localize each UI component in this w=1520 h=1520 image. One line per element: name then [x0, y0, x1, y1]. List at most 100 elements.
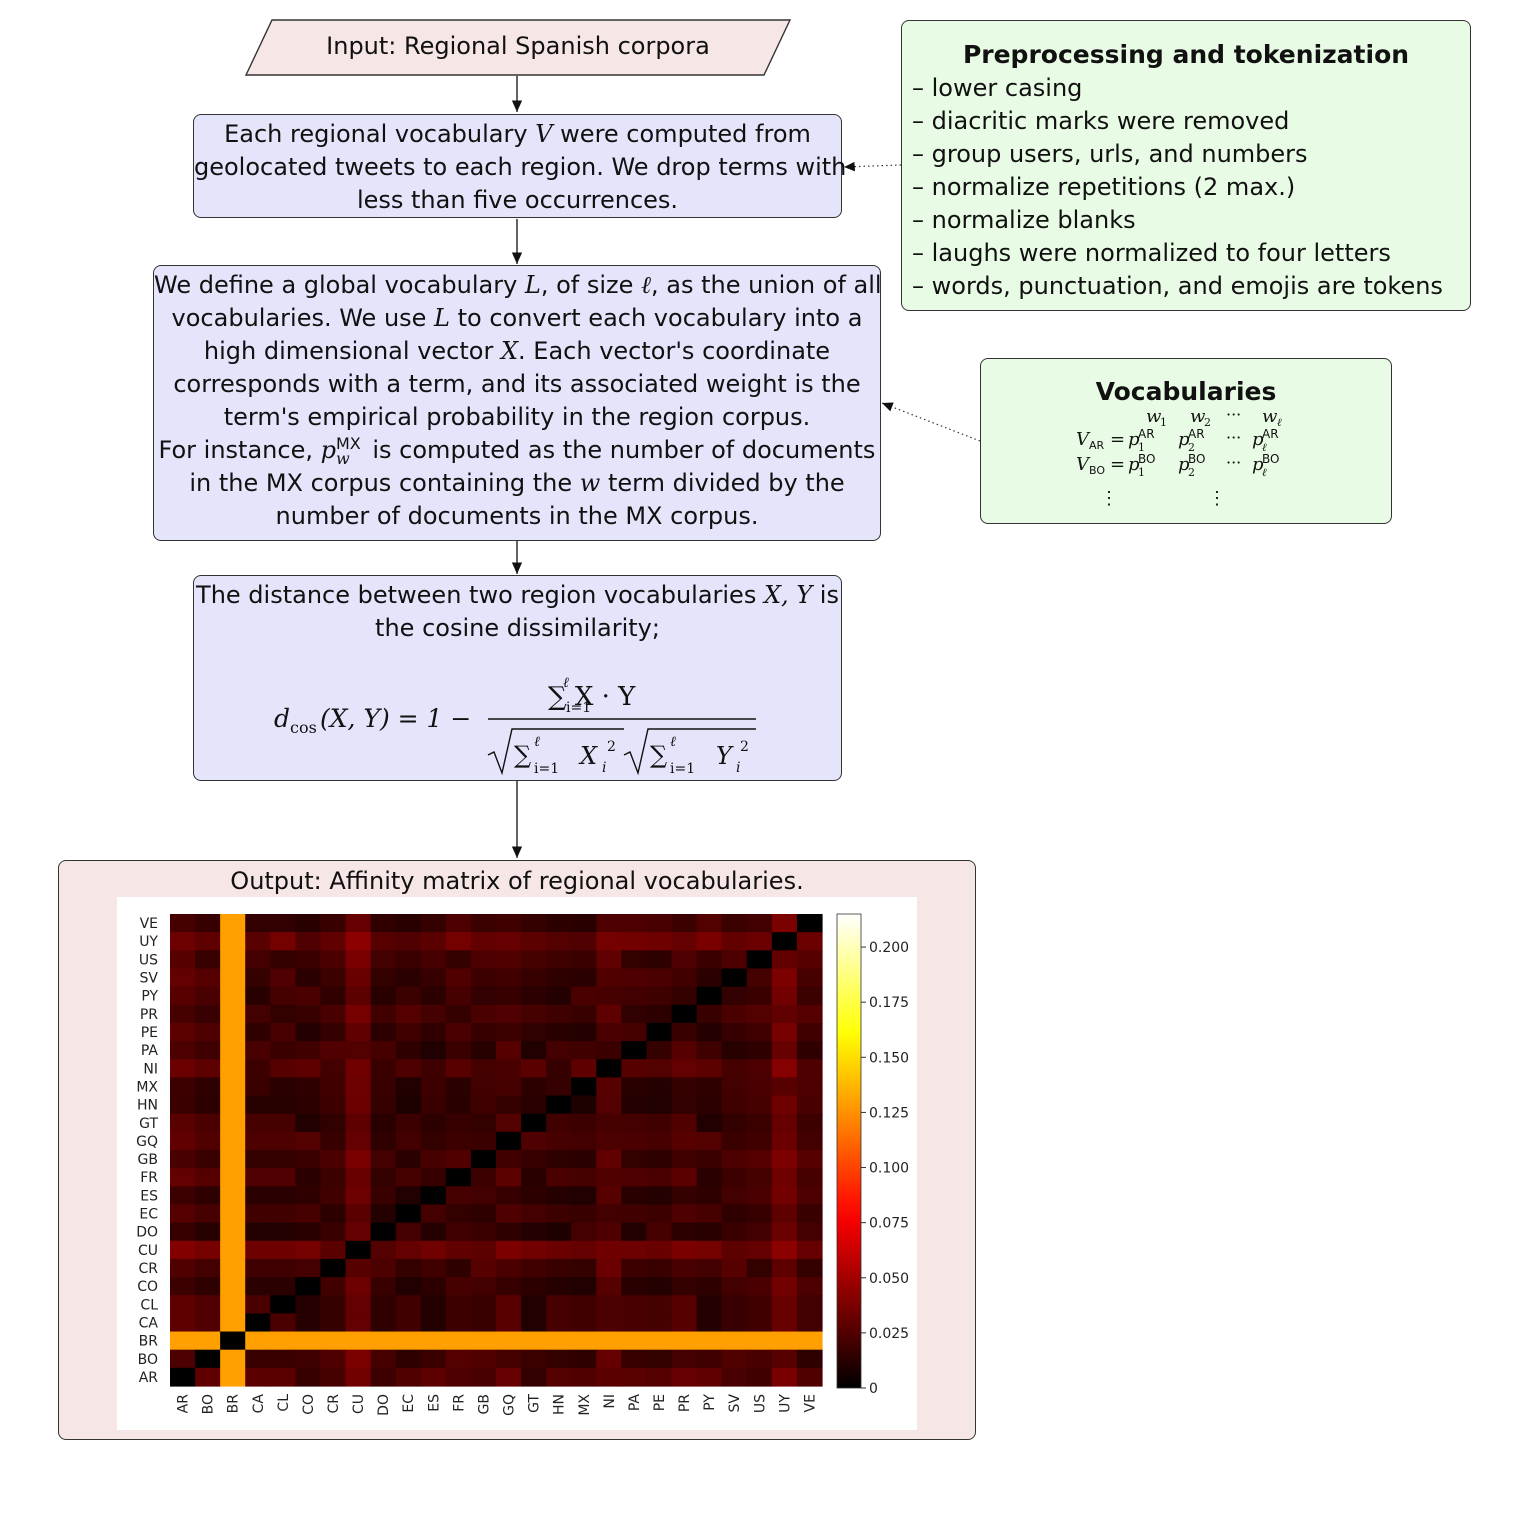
heatmap-cell [521, 1222, 547, 1242]
x-tick-label: CU [351, 1394, 367, 1414]
heatmap-cell [270, 1222, 296, 1242]
heatmap-cell [220, 1041, 246, 1060]
heatmap-cell [195, 1367, 221, 1387]
heatmap-cell [496, 1041, 522, 1060]
heatmap-cell [696, 914, 723, 933]
heatmap-cell [646, 1240, 673, 1260]
heatmap-cell [245, 1150, 271, 1169]
heatmap-cell [746, 1258, 773, 1278]
heatmap-cell [320, 1168, 347, 1187]
heatmap-cell [746, 1240, 773, 1260]
heatmap-cell [746, 1349, 773, 1369]
heatmap-cell [195, 950, 221, 970]
heatmap-cell [295, 1095, 322, 1115]
heatmap-cell [270, 1186, 296, 1206]
heatmap-cell [345, 1186, 372, 1206]
heatmap-cell [546, 1022, 572, 1042]
heatmap-cell [220, 1313, 246, 1333]
y-tick-label: NI [143, 1061, 158, 1077]
heatmap-cell [521, 1131, 547, 1151]
heatmap-cell [345, 1004, 372, 1024]
heatmap-cell [721, 986, 748, 1006]
heatmap-cell [596, 1131, 622, 1151]
heatmap-cell [671, 1077, 698, 1097]
heatmap-cell [746, 1022, 773, 1042]
output-label: Output: Affinity matrix of regional voca… [230, 867, 804, 895]
heatmap-cell [195, 1131, 221, 1151]
heatmap-cell [245, 1240, 271, 1260]
heatmap-cell [445, 968, 472, 988]
heatmap-cell [671, 1186, 698, 1206]
heatmap-cell [596, 1095, 622, 1115]
heatmap-cell [420, 1131, 447, 1151]
heatmap-cell [170, 1041, 196, 1060]
heatmap-cell [646, 986, 673, 1006]
heatmap-cell [696, 1131, 723, 1151]
heatmap-cell [470, 1277, 497, 1296]
step2-line-2: vocabularies. We use L to convert each v… [171, 304, 863, 332]
heatmap-cell [245, 1059, 271, 1078]
heatmap-cell [771, 1168, 798, 1187]
heatmap-cell [596, 1059, 622, 1078]
heatmap-cell [170, 1313, 196, 1333]
heatmap-cell [245, 1113, 271, 1133]
x-tick-label: ES [426, 1394, 442, 1412]
vocab-row-ar: V AR = p AR 1 p AR 2 ··· p AR ℓ [1076, 427, 1279, 454]
heatmap-cell [345, 1313, 372, 1333]
heatmap-cell [596, 1186, 622, 1206]
heatmap-cell [746, 1222, 773, 1242]
heatmap-cell [796, 1077, 823, 1097]
heatmap-cell [445, 1295, 472, 1314]
heatmap-cell [696, 1095, 723, 1115]
heatmap-cell [320, 1331, 347, 1351]
heatmap-cell [170, 1204, 196, 1224]
heatmap-cell [320, 1367, 347, 1387]
heatmap-cell [721, 1168, 748, 1187]
heatmap-cell [621, 1150, 648, 1169]
heatmap-cell [320, 1059, 347, 1078]
heatmap-cell [546, 986, 572, 1006]
heatmap-cell [771, 1295, 798, 1314]
heatmap-cell [320, 1077, 347, 1097]
colorbar [836, 913, 862, 1389]
heatmap-cell [721, 1313, 748, 1333]
heatmap-cell [370, 1131, 397, 1151]
heatmap-cell [295, 1004, 322, 1024]
heatmap-cell [445, 1150, 472, 1169]
heatmap-cell [420, 1204, 447, 1224]
heatmap-cell [671, 1222, 698, 1242]
heatmap-cell [270, 1349, 296, 1369]
heatmap-cell [345, 1022, 372, 1042]
heatmap-cell [771, 1349, 798, 1369]
heatmap-cell [345, 1367, 372, 1387]
heatmap-cell [671, 1113, 698, 1133]
heatmap-cell [345, 1349, 372, 1369]
heatmap-cell [195, 1150, 221, 1169]
heatmap-cell [746, 1186, 773, 1206]
heatmap-cell [370, 1240, 397, 1260]
heatmap-cell [270, 1313, 296, 1333]
heatmap-cell [345, 1150, 372, 1169]
heatmap-cell [696, 1258, 723, 1278]
heatmap-cell [270, 1022, 296, 1042]
heatmap-cell [245, 1349, 271, 1369]
heatmap-cell [746, 950, 773, 970]
y-tick-label: GT [139, 1116, 158, 1132]
colorbar-tick-label: 0.175 [869, 995, 909, 1011]
heatmap-cell [245, 1222, 271, 1242]
heatmap-cell [621, 1331, 648, 1351]
colorbar-tick-label: 0.050 [869, 1271, 909, 1287]
heatmap-cell [696, 1349, 723, 1369]
heatmap-cell [721, 1131, 748, 1151]
heatmap-cell [796, 1131, 823, 1151]
svg-text:1: 1 [1138, 466, 1145, 479]
heatmap-cell [395, 1331, 422, 1351]
heatmap-cell [220, 1131, 246, 1151]
heatmap-cell [721, 968, 748, 988]
heatmap-cell [345, 1331, 372, 1351]
heatmap-cell [220, 1295, 246, 1314]
heatmap-cell [721, 1095, 748, 1115]
heatmap-cell [621, 968, 648, 988]
svg-text:i: i [736, 760, 740, 776]
svg-text:p: p [1128, 429, 1140, 450]
